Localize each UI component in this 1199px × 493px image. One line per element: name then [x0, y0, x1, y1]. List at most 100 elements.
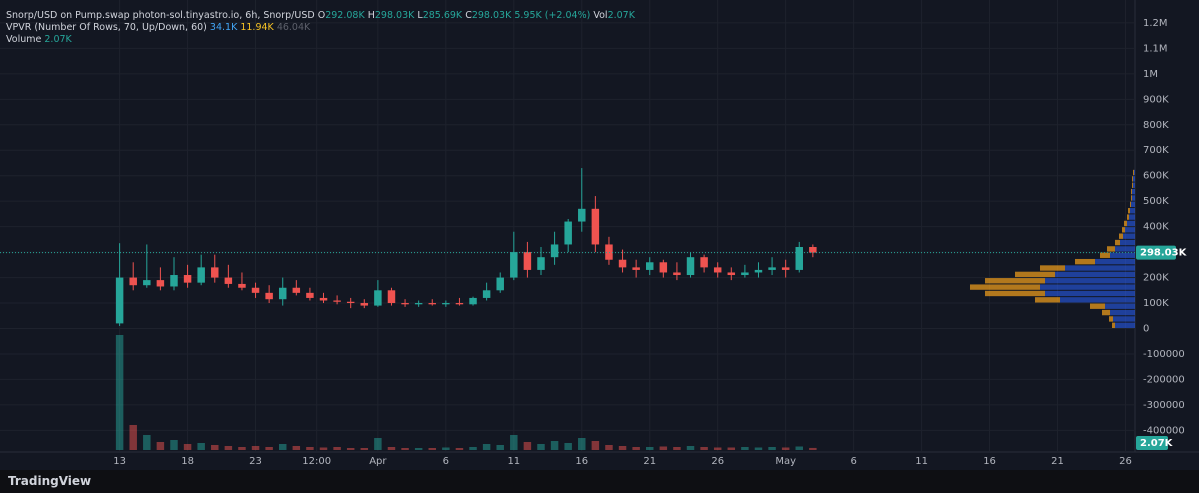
candle-body — [645, 262, 654, 270]
volume-bar — [741, 447, 749, 450]
volume-bar — [727, 447, 736, 450]
candle-body — [578, 208, 586, 222]
volume-bar — [360, 448, 369, 450]
ohlc-value: 292.08K — [325, 10, 365, 21]
ohlc-value: 285.69K — [422, 10, 463, 21]
volume-bar — [129, 425, 137, 450]
candle-body — [754, 269, 763, 273]
y-tick-label: 500K — [1143, 196, 1169, 207]
candle-body — [224, 277, 233, 284]
vpvr-up — [1131, 201, 1135, 208]
candle-body — [605, 244, 613, 260]
volume-bar — [578, 438, 586, 450]
volume-bar — [591, 441, 600, 450]
chart: 1.2M1.1M1M900K800K700K600K500K400K300K20… — [0, 0, 1199, 467]
candle-body — [741, 272, 749, 276]
brand[interactable]: TradingView — [8, 474, 92, 488]
vpvr-up — [1113, 316, 1135, 322]
vpvr-down — [985, 278, 1045, 284]
vpvr-down — [1112, 322, 1115, 328]
y-tick-label: 800K — [1143, 120, 1169, 131]
y-tick-label: -200000 — [1143, 374, 1185, 385]
vpvr-up: 34.1K — [209, 22, 238, 33]
vpvr-down — [1119, 233, 1123, 239]
candle-body — [170, 275, 178, 287]
volume-bar — [686, 446, 695, 450]
y-tick-label: 1M — [1143, 69, 1158, 80]
candle-body — [319, 297, 328, 301]
ohlc-value: 298.03K — [471, 10, 512, 21]
vpvr-up — [1127, 220, 1135, 227]
vol-value: 2.07K — [607, 10, 635, 21]
change: 5.95K (+2.04%) — [514, 10, 591, 21]
candle-body — [469, 297, 477, 305]
candle-body — [564, 221, 572, 245]
vpvr-up — [1045, 278, 1135, 284]
vpvr-down — [1122, 227, 1125, 233]
candle-body — [115, 277, 124, 324]
vpvr-down: 11.94K — [240, 22, 274, 33]
vpvr-down — [1040, 265, 1065, 271]
y-tick-label: 400K — [1143, 222, 1169, 233]
volume-bar — [374, 438, 382, 450]
vpvr-up — [1132, 195, 1135, 201]
candle-body — [618, 259, 627, 268]
candle-body — [251, 287, 260, 293]
vpvr-up — [1132, 188, 1135, 195]
candle-body — [197, 267, 205, 283]
volume-bar — [292, 446, 301, 450]
x-tick-label: 16 — [575, 456, 588, 467]
ohlc-label: L — [417, 10, 423, 21]
volume-bar — [183, 444, 192, 450]
candle-body — [156, 280, 165, 287]
candle-body — [781, 267, 790, 270]
candle-body — [265, 292, 273, 300]
candle-body — [795, 247, 803, 270]
volume-bar — [713, 447, 722, 450]
volume-legend: Volume 2.07K — [6, 34, 72, 46]
candle-body — [143, 280, 151, 286]
y-tick-label: 200K — [1143, 273, 1169, 284]
y-tick-label: 0 — [1143, 323, 1149, 334]
last-volume-label: 2.07K — [1140, 438, 1174, 449]
volume-bar — [496, 445, 504, 450]
candle-body — [183, 275, 192, 283]
candle-body — [686, 257, 695, 276]
candle-body — [673, 272, 681, 276]
volume-bar — [754, 447, 763, 450]
candle-body — [346, 301, 355, 304]
vpvr-up — [1133, 176, 1135, 182]
vpvr-up — [1134, 169, 1135, 176]
x-tick-label: 21 — [643, 456, 656, 467]
volume-bar — [346, 448, 355, 450]
vpvr-up — [1115, 322, 1135, 328]
volume-bar — [482, 444, 491, 450]
candle-body — [591, 208, 600, 245]
volume-title: Volume — [6, 34, 42, 45]
y-tick-label: 1.2M — [1143, 18, 1168, 29]
volume-bar — [238, 447, 246, 450]
volume-bar — [143, 435, 151, 450]
candle-body — [510, 252, 518, 278]
ohlc-label: O — [317, 10, 326, 21]
vpvr-down — [1015, 271, 1055, 278]
vpvr-up — [1133, 182, 1135, 188]
vpvr-down — [1090, 303, 1105, 309]
candle-body — [713, 267, 722, 273]
candle-body — [659, 262, 668, 273]
x-tick-label: 26 — [711, 456, 724, 467]
volume-bar — [442, 447, 450, 450]
y-tick-label: 100K — [1143, 298, 1169, 309]
last-volume-box — [1136, 436, 1168, 450]
volume-bar — [115, 335, 124, 450]
candle-body — [455, 303, 464, 305]
vol-label: Vol — [593, 10, 608, 21]
vpvr-down — [1133, 169, 1134, 176]
vpvr-down — [1100, 252, 1110, 258]
x-tick-label: 23 — [249, 456, 262, 467]
volume-bar — [156, 442, 165, 450]
candle-body — [278, 287, 287, 300]
vpvr-down — [1131, 188, 1132, 195]
candle-body — [374, 290, 382, 306]
volume-bar — [510, 435, 518, 450]
